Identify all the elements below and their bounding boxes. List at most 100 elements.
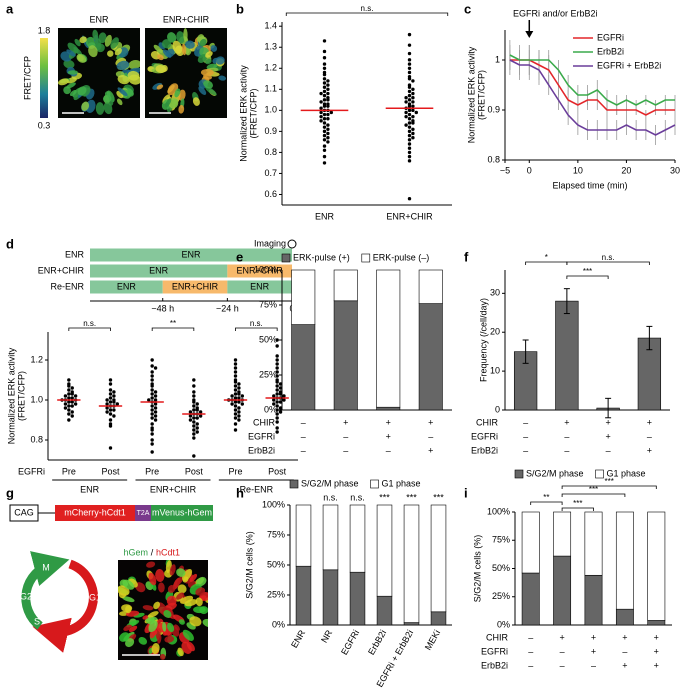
data-point: [319, 106, 323, 110]
timeline-segment: [90, 280, 163, 294]
data-point: [108, 424, 113, 428]
data-point: [329, 110, 333, 115]
cell: [200, 68, 214, 76]
group-label: ENR+CHIR: [150, 484, 197, 494]
bar-segment: [376, 269, 401, 408]
significance: n.s.: [350, 492, 365, 502]
cell: [116, 98, 123, 106]
data-point: [272, 398, 276, 402]
data-point: [67, 400, 71, 404]
data-point: [282, 398, 286, 402]
bar-segment: [521, 572, 540, 626]
bar-segment: [333, 269, 358, 302]
data-point: [322, 161, 327, 165]
y-tick-label: 0.7: [264, 168, 277, 178]
bar-segment: [376, 595, 393, 626]
significance-bracket: [68, 327, 111, 331]
image-label: hGem: [123, 547, 148, 557]
condition-label: EGFRi: [481, 646, 508, 656]
data-point: [67, 396, 71, 400]
cell: [155, 569, 165, 582]
y-tick-label: 100%: [262, 499, 285, 509]
significance: ***: [406, 492, 417, 502]
legend-swatch: [595, 469, 604, 479]
legend-label: ERK-pulse (+): [293, 252, 350, 262]
group-label: Re-ENR: [240, 484, 274, 494]
data-point: [407, 85, 412, 89]
y-tick-label: 1.0: [30, 394, 43, 404]
data-point: [404, 114, 408, 119]
panel-label: b: [236, 1, 244, 16]
data-point: [322, 138, 327, 142]
construct-box: [55, 505, 135, 521]
data-point: [198, 414, 203, 418]
condition-mark: –: [606, 445, 611, 455]
data-point: [195, 408, 199, 412]
data-point: [73, 402, 78, 406]
legend-label: G1 phase: [607, 468, 646, 478]
condition-mark: +: [622, 632, 627, 642]
significance-bracket: [285, 12, 449, 16]
data-point: [150, 388, 154, 392]
data-point: [233, 404, 238, 408]
data-point: [195, 422, 199, 426]
cell: [138, 636, 148, 645]
data-point: [411, 108, 415, 113]
data-point: [108, 418, 113, 422]
x-tick-label: −5: [500, 165, 510, 175]
x-tick-label: ENR: [315, 211, 335, 221]
data-point: [112, 414, 116, 418]
data-point: [153, 394, 158, 398]
data-point: [230, 402, 234, 406]
significance: ***: [379, 492, 390, 502]
condition-mark: +: [559, 632, 564, 642]
x-tick-label: 10: [573, 165, 583, 175]
cell: [176, 568, 186, 577]
bar-segment: [322, 569, 339, 626]
data-point: [188, 410, 193, 414]
cell: [180, 595, 194, 604]
data-point: [237, 414, 241, 418]
bar-segment: [418, 269, 443, 304]
data-point: [326, 79, 330, 83]
data-point: [67, 378, 71, 382]
image-title: ENR+CHIR: [163, 14, 210, 24]
data-point: [275, 338, 279, 342]
data-point: [414, 110, 418, 115]
bar-segment: [376, 504, 393, 597]
condition-mark: +: [386, 431, 391, 441]
bar-segment: [584, 511, 603, 576]
data-point: [237, 396, 241, 400]
condition-mark: –: [622, 646, 627, 656]
data-point: [322, 144, 327, 148]
cell: [164, 635, 175, 643]
condition-label: EGFRi: [248, 431, 275, 441]
data-point: [153, 410, 158, 414]
data-point: [237, 400, 241, 404]
data-point: [108, 388, 113, 392]
data-point: [275, 412, 279, 416]
y-axis-label: Normalized ERK activity: [238, 65, 248, 162]
data-point: [153, 390, 158, 394]
cell: [148, 620, 158, 633]
data-point: [70, 414, 74, 418]
data-point: [319, 100, 323, 104]
cell: [215, 56, 225, 65]
cell: [158, 582, 165, 593]
legend-label: EGFRi: [597, 32, 624, 42]
data-point: [233, 388, 238, 392]
cell: [58, 78, 69, 86]
panel-label: a: [6, 1, 14, 16]
y-tick-label: 0.8: [487, 154, 500, 164]
y-tick-label: 1.1: [264, 84, 277, 94]
data-point: [195, 416, 199, 420]
data-point: [192, 416, 196, 420]
data-point: [326, 135, 330, 140]
condition-label: EGFRi: [471, 431, 498, 441]
bar-segment: [418, 303, 443, 411]
data-point: [63, 394, 68, 398]
y-tick-label: 50%: [492, 563, 510, 573]
data-point: [278, 406, 283, 410]
data-point: [407, 125, 412, 129]
condition-mark: +: [605, 431, 610, 441]
